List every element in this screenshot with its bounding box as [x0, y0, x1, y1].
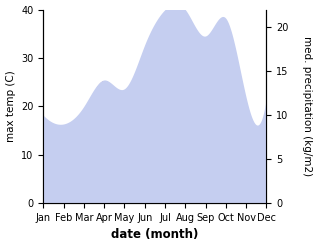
Y-axis label: max temp (C): max temp (C)	[5, 70, 16, 142]
Y-axis label: med. precipitation (kg/m2): med. precipitation (kg/m2)	[302, 36, 313, 176]
X-axis label: date (month): date (month)	[111, 228, 198, 242]
